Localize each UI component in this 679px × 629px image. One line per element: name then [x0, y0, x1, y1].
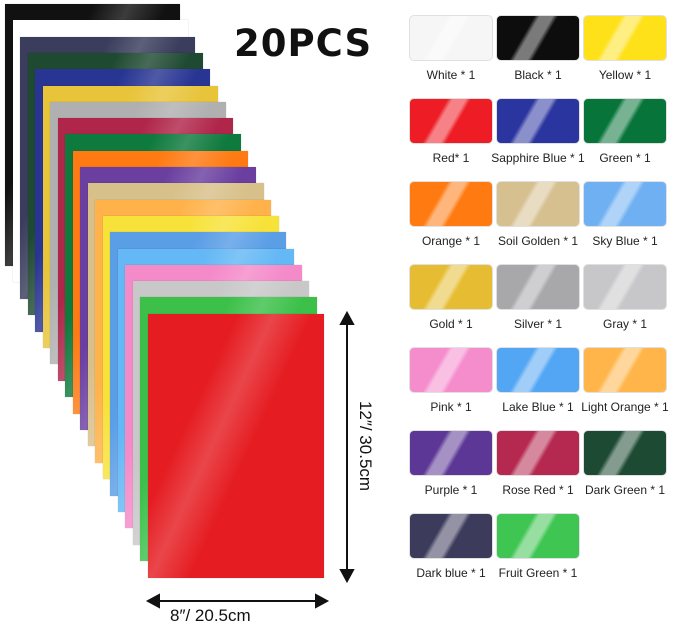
vinyl-sheet: [147, 313, 325, 578]
swatch-item: Orange * 1: [405, 182, 493, 250]
height-arrow: [339, 310, 355, 584]
color-swatch: [410, 16, 492, 60]
height-label: 12″/ 30.5cm: [356, 400, 375, 492]
color-swatch: [497, 99, 579, 143]
color-swatch: [584, 348, 666, 392]
swatch-label: Dark Green * 1: [584, 483, 666, 497]
color-swatch: [410, 99, 492, 143]
color-swatch: [584, 182, 666, 226]
swatch-label: Sky Blue * 1: [592, 234, 658, 248]
swatch-label: Rose Red * 1: [502, 483, 574, 497]
swatch-label: Gray * 1: [602, 317, 647, 331]
width-arrow: [145, 593, 330, 609]
width-label: 8″/ 20.5cm: [170, 606, 251, 625]
color-swatch: [410, 182, 492, 226]
color-swatch: [497, 348, 579, 392]
color-swatch: [410, 348, 492, 392]
swatch-item: Silver * 1: [492, 265, 580, 333]
swatch-label: Black * 1: [514, 68, 562, 82]
swatch-label: Silver * 1: [513, 317, 563, 331]
swatch-item: White * 1: [405, 16, 493, 84]
product-title: 20PCS: [234, 22, 373, 65]
swatch-item: Lake Blue * 1: [492, 348, 580, 416]
swatch-item: Fruit Green * 1: [492, 514, 580, 582]
swatch-label: Soil Golden * 1: [497, 234, 579, 248]
swatch-label: Dark blue * 1: [416, 566, 486, 580]
swatch-item: Light Orange * 1: [579, 348, 669, 416]
swatch-label: Orange * 1: [421, 234, 481, 248]
swatch-item: Green * 1: [579, 99, 667, 167]
swatch-label: Light Orange * 1: [581, 400, 669, 414]
color-swatch: [584, 265, 666, 309]
color-swatch: [584, 16, 666, 60]
swatch-label: Fruit Green * 1: [498, 566, 578, 580]
color-swatch: [497, 514, 579, 558]
color-swatch: [410, 514, 492, 558]
swatch-item: Soil Golden * 1: [492, 182, 580, 250]
swatch-label: Pink * 1: [430, 400, 472, 414]
swatch-item: Gray * 1: [579, 265, 667, 333]
swatch-item: Black * 1: [492, 16, 580, 84]
color-swatch: [584, 99, 666, 143]
swatch-label: Lake Blue * 1: [502, 400, 574, 414]
color-swatch: [410, 431, 492, 475]
swatch-label: Yellow * 1: [598, 68, 652, 82]
swatch-label: Sapphire Blue * 1: [491, 151, 585, 165]
swatch-item: Rose Red * 1: [492, 431, 580, 499]
swatch-item: Red* 1: [405, 99, 493, 167]
swatch-item: Gold * 1: [405, 265, 493, 333]
color-swatch: [497, 16, 579, 60]
color-swatch: [497, 265, 579, 309]
swatch-item: Yellow * 1: [579, 16, 667, 84]
swatch-label: Red* 1: [432, 151, 470, 165]
swatch-label: White * 1: [426, 68, 476, 82]
vinyl-sheet-stack: [5, 4, 325, 578]
swatch-item: Dark blue * 1: [405, 514, 493, 582]
swatch-label: Purple * 1: [424, 483, 478, 497]
swatch-item: Pink * 1: [405, 348, 493, 416]
swatch-label: Green * 1: [599, 151, 651, 165]
swatch-item: Sky Blue * 1: [579, 182, 667, 250]
color-swatch: [410, 265, 492, 309]
color-swatch: [584, 431, 666, 475]
swatch-item: Purple * 1: [405, 431, 493, 499]
color-swatch: [497, 182, 579, 226]
swatch-item: Sapphire Blue * 1: [491, 99, 585, 167]
swatch-item: Dark Green * 1: [579, 431, 667, 499]
swatch-label: Gold * 1: [429, 317, 473, 331]
color-swatch: [497, 431, 579, 475]
